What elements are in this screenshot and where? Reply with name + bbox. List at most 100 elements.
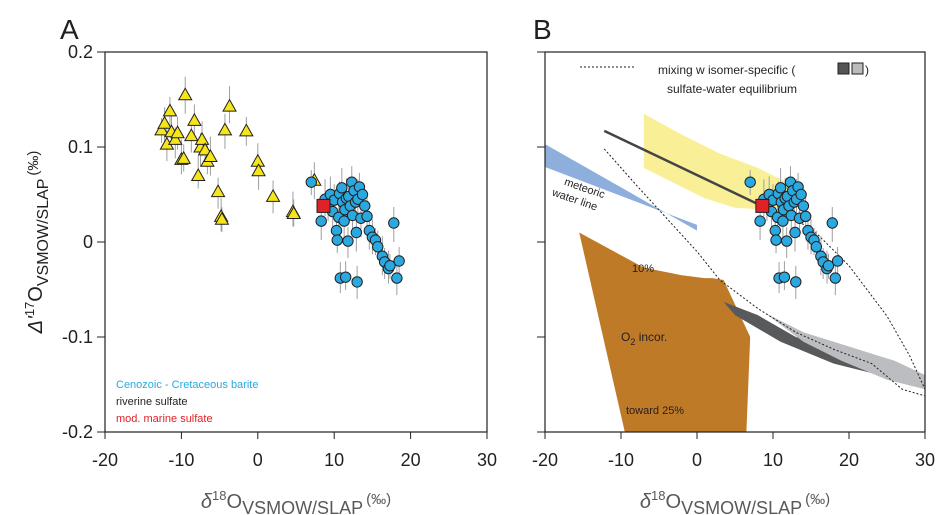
riverine-sulfate-point xyxy=(265,188,281,202)
label-o2-o: O xyxy=(621,330,630,344)
cenozoic-cretaceous-barite-point xyxy=(351,276,363,288)
cenozoic-cretaceous-barite-point xyxy=(384,260,396,272)
x-tick-label: -10 xyxy=(168,450,194,470)
x-tick-label: 0 xyxy=(253,450,263,470)
region-isomer-specific-light xyxy=(765,313,925,390)
riverine-sulfate-point xyxy=(203,148,218,162)
panel-label-b: B xyxy=(533,14,552,45)
riverine-sulfate-point xyxy=(197,142,213,156)
riverine-sulfate-point xyxy=(214,211,230,225)
riverine-sulfate-point xyxy=(187,112,202,126)
cenozoic-cretaceous-barite-point xyxy=(810,241,823,253)
riverine-sulfate-point xyxy=(176,150,192,164)
cenozoic-cretaceous-barite-point xyxy=(789,226,801,239)
x-tick-label: -20 xyxy=(532,450,558,470)
axis-label-main: O xyxy=(227,491,243,513)
cenozoic-cretaceous-barite-point xyxy=(305,176,317,188)
riverine-sulfate-point xyxy=(194,131,210,145)
riverine-sulfate-point xyxy=(238,123,254,137)
axis-label-main: O xyxy=(666,491,682,513)
y-tick-label: -0.1 xyxy=(62,327,93,347)
cenozoic-cretaceous-barite-point xyxy=(797,200,810,212)
cenozoic-cretaceous-barite-point xyxy=(799,210,812,223)
cenozoic-cretaceous-barite-point xyxy=(350,226,363,239)
cenozoic-cretaceous-barite-point xyxy=(336,182,348,194)
panel-b-regions xyxy=(545,113,925,432)
x-tick-label: -10 xyxy=(608,450,634,470)
riverine-sulfate-point xyxy=(154,122,169,136)
x-tick-label: 0 xyxy=(692,450,702,470)
legend-dark-swatch xyxy=(837,62,850,75)
panel-label-a: A xyxy=(60,14,79,45)
cenozoic-cretaceous-barite-point xyxy=(769,224,781,237)
y-tick-label: 0 xyxy=(83,232,93,252)
panel-b-legend: mixing w isomer-specific ( ) sulfate-wat… xyxy=(580,62,869,96)
cenozoic-cretaceous-barite-point xyxy=(754,215,766,227)
y-tick-label: 0.1 xyxy=(68,137,93,157)
cenozoic-cretaceous-barite-point xyxy=(795,188,807,201)
panel-b-x-axis-label: δ18OVSMOW/SLAP (‰) xyxy=(640,488,830,515)
panel-b-points xyxy=(744,176,844,288)
legend-equilibrium-text: sulfate-water equilibrium xyxy=(667,82,797,96)
x-tick-label: 20 xyxy=(401,450,421,470)
label-o2-rest: incor. xyxy=(635,330,667,344)
cenozoic-cretaceous-barite-point xyxy=(388,217,400,229)
riverine-sulfate-point xyxy=(217,122,233,136)
panel-a-y-axis-label: Δ'17OVSMOW/SLAP (‰) xyxy=(22,151,52,335)
cenozoic-cretaceous-barite-point xyxy=(780,235,793,247)
x-tick-label: 10 xyxy=(763,450,783,470)
cenozoic-cretaceous-barite-point xyxy=(393,255,405,267)
x-tick-label: 30 xyxy=(915,450,935,470)
y-tick-label: -0.2 xyxy=(62,422,93,442)
riverine-sulfate-point xyxy=(167,131,183,145)
axis-label-sup: 18 xyxy=(651,488,665,503)
cenozoic-cretaceous-barite-point xyxy=(356,188,369,201)
y-tick-label: 0.2 xyxy=(68,42,93,62)
axis-label-main: O xyxy=(25,286,47,302)
label-10-percent: 10% xyxy=(632,263,654,275)
riverine-sulfate-point xyxy=(222,98,237,112)
panel-b: B -20 -10 0 10 20 30 δ18OVSMOW/SLAP (‰) mixing… xyxy=(532,14,935,515)
cenozoic-cretaceous-barite-point xyxy=(790,276,802,288)
riverine-sulfate-point xyxy=(251,163,266,177)
riverine-sulfate-point xyxy=(162,103,178,117)
label-toward-25: toward 25% xyxy=(626,405,684,417)
cenozoic-cretaceous-barite-point xyxy=(831,255,844,267)
legend-riverine: riverine sulfate xyxy=(116,396,188,408)
axis-label-sub: VSMOW/SLAP xyxy=(242,498,363,515)
axis-label-sub: VSMOW/SLAP xyxy=(681,498,802,515)
cenozoic-cretaceous-barite-point xyxy=(361,210,373,223)
mod-marine-sulfate-point xyxy=(755,198,770,213)
axis-label-prefix: δ xyxy=(640,491,652,513)
cenozoic-cretaceous-barite-point xyxy=(391,272,403,284)
axis-label-sub: VSMOW/SLAP xyxy=(35,179,52,287)
axis-label-unit: (‰) xyxy=(366,491,391,508)
legend-marine: mod. marine sulfate xyxy=(116,413,213,425)
cenozoic-cretaceous-barite-point xyxy=(359,200,371,212)
legend-mixing-close: ) xyxy=(865,63,869,77)
panel-b-annotations: meteoric water line 10% O2 incor. toward… xyxy=(550,176,685,417)
x-tick-label: 20 xyxy=(839,450,859,470)
cenozoic-cretaceous-barite-point xyxy=(826,217,838,229)
axis-label-prefix: Δ' xyxy=(25,315,47,334)
region-o2-incorporation xyxy=(579,232,751,432)
cenozoic-cretaceous-barite-point xyxy=(330,224,343,237)
cenozoic-cretaceous-barite-point xyxy=(829,272,842,284)
label-o2-incor: O2 incor. xyxy=(621,330,667,347)
line-mixing-lower xyxy=(761,205,926,390)
panel-a: A -20 -10 0 10 20 30 -0.2-0.100.10.2 δ18OVSMO… xyxy=(22,14,497,515)
label-o2-sub: 2 xyxy=(630,337,635,347)
cenozoic-cretaceous-barite-point xyxy=(331,234,343,246)
cenozoic-cretaceous-barite-point xyxy=(315,215,327,227)
axis-label-sup: 18 xyxy=(212,488,226,503)
cenozoic-cretaceous-barite-point xyxy=(339,271,352,283)
legend-barite: Cenozoic - Cretaceous barite xyxy=(116,379,258,391)
riverine-sulfate-point xyxy=(286,205,302,219)
legend-light-swatch xyxy=(851,62,864,75)
x-tick-label: 30 xyxy=(477,450,497,470)
panel-a-frame xyxy=(104,51,488,433)
panel-a-legend: Cenozoic - Cretaceous barite riverine su… xyxy=(116,379,258,425)
riverine-sulfate-point xyxy=(183,128,199,142)
legend-mixing-text: mixing w isomer-specific ( xyxy=(658,63,795,77)
